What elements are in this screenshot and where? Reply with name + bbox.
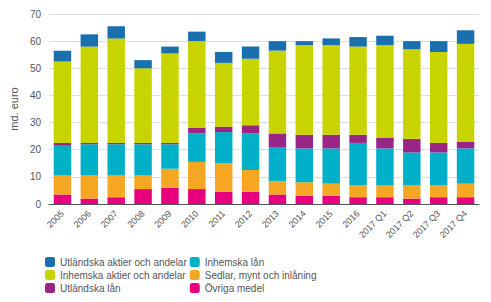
svg-text:20: 20 [30, 144, 42, 155]
svg-text:2005: 2005 [45, 208, 66, 229]
svg-text:2013: 2013 [260, 208, 281, 229]
svg-text:2006: 2006 [72, 208, 93, 229]
svg-text:md. euro: md. euro [8, 87, 20, 130]
svg-text:50: 50 [30, 63, 42, 74]
svg-text:2008: 2008 [125, 208, 146, 229]
svg-text:2009: 2009 [152, 208, 173, 229]
svg-text:Utländska lån: Utländska lån [60, 283, 121, 294]
svg-text:40: 40 [30, 90, 42, 101]
svg-text:0: 0 [35, 199, 41, 210]
svg-text:Utländska aktier och andelar: Utländska aktier och andelar [60, 257, 187, 268]
svg-text:Övriga medel: Övriga medel [205, 283, 264, 294]
svg-text:2017 Q4: 2017 Q4 [438, 208, 469, 239]
svg-text:Inhemska aktier och andelar: Inhemska aktier och andelar [60, 270, 186, 281]
svg-text:70: 70 [30, 9, 42, 20]
svg-text:2015: 2015 [314, 208, 335, 229]
svg-text:Inhemska lån: Inhemska lån [205, 257, 264, 268]
svg-text:2017 Q1: 2017 Q1 [357, 208, 388, 239]
svg-text:2011: 2011 [206, 208, 227, 229]
svg-text:Sedlar, mynt och inlåning: Sedlar, mynt och inlåning [205, 270, 317, 281]
svg-text:2007: 2007 [99, 208, 120, 229]
svg-text:2017 Q3: 2017 Q3 [411, 208, 442, 239]
svg-text:60: 60 [30, 36, 42, 47]
svg-text:2016: 2016 [340, 208, 361, 229]
svg-text:2017 Q2: 2017 Q2 [384, 208, 415, 239]
svg-text:2010: 2010 [179, 208, 200, 229]
svg-text:10: 10 [30, 171, 42, 182]
svg-text:2014: 2014 [287, 208, 308, 229]
svg-text:2012: 2012 [233, 208, 254, 229]
svg-text:30: 30 [30, 117, 42, 128]
